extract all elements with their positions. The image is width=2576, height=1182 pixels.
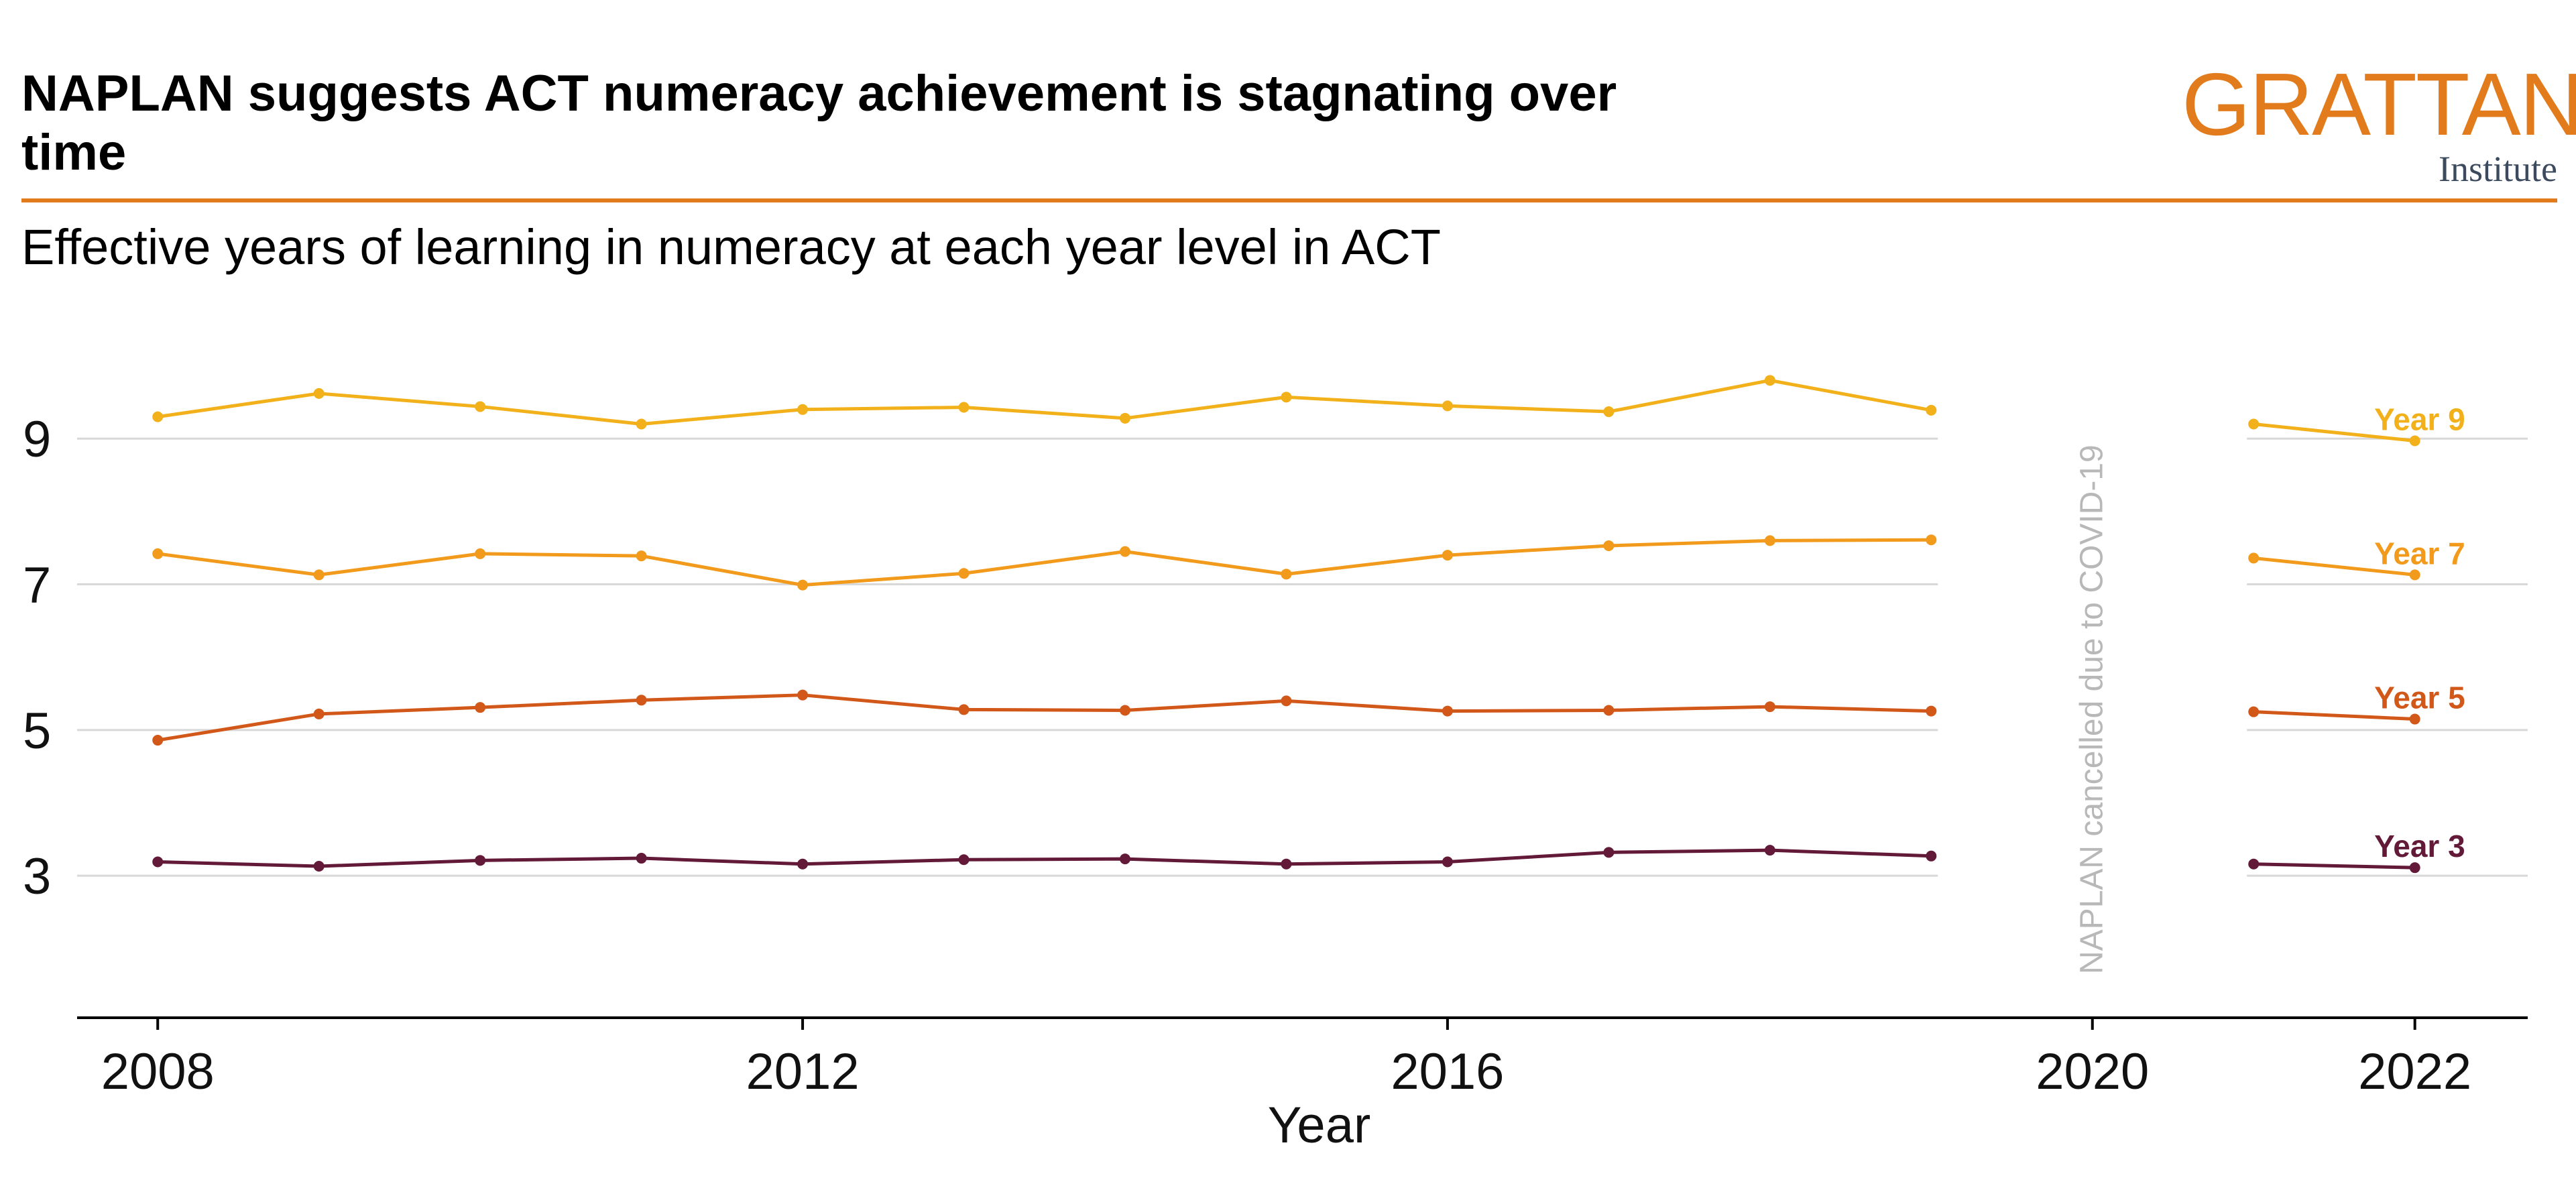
x-tick-label: 2020 bbox=[2036, 1043, 2149, 1100]
data-point bbox=[797, 404, 809, 415]
covid-annotation: NAPLAN cancelled due to COVID-19 bbox=[2074, 445, 2109, 974]
series-end-label: Year 9 bbox=[2374, 402, 2465, 437]
data-point bbox=[1603, 847, 1615, 858]
series-line bbox=[157, 693, 1932, 742]
data-point bbox=[2409, 862, 2420, 874]
data-point bbox=[1926, 404, 1937, 416]
series-end-label: Year 3 bbox=[2374, 829, 2465, 864]
data-point bbox=[152, 548, 164, 559]
data-point bbox=[797, 579, 809, 591]
data-point bbox=[797, 689, 809, 701]
series-lines: Year 9 Year 7 Year 5 Year 3 bbox=[152, 375, 2465, 874]
data-point bbox=[1926, 850, 1937, 862]
x-tick-label: 2022 bbox=[2358, 1043, 2471, 1100]
data-point bbox=[1764, 701, 1775, 713]
data-point bbox=[313, 388, 325, 399]
x-tick-label: 2008 bbox=[101, 1043, 215, 1100]
data-point bbox=[313, 569, 325, 581]
series-line bbox=[2253, 422, 2415, 442]
data-point bbox=[1281, 858, 1292, 870]
data-point bbox=[152, 411, 164, 422]
data-point bbox=[636, 418, 647, 430]
data-point bbox=[2248, 858, 2260, 870]
data-point bbox=[636, 550, 647, 562]
data-point bbox=[475, 702, 486, 713]
data-point bbox=[152, 856, 164, 868]
data-point bbox=[1926, 705, 1937, 717]
data-point bbox=[1119, 853, 1130, 865]
data-point bbox=[152, 735, 164, 746]
data-point bbox=[2248, 418, 2260, 430]
data-point bbox=[958, 854, 970, 866]
data-point bbox=[475, 855, 486, 866]
data-point bbox=[1281, 569, 1292, 580]
data-point bbox=[1764, 375, 1775, 386]
series-line bbox=[157, 378, 1932, 426]
data-point bbox=[2248, 706, 2260, 717]
y-tick-label: 3 bbox=[23, 848, 51, 905]
data-point bbox=[1442, 856, 1453, 868]
logo-wordmark: GRATTAN bbox=[2182, 55, 2576, 154]
data-point bbox=[958, 402, 970, 413]
data-point bbox=[1764, 535, 1775, 546]
series-end-label: Year 5 bbox=[2374, 681, 2465, 715]
data-point bbox=[1603, 406, 1615, 418]
grattan-logo: GRATTAN Institute bbox=[2182, 55, 2576, 189]
data-point bbox=[475, 401, 486, 412]
series-year-5: Year 5 bbox=[152, 681, 2465, 746]
series-line bbox=[2253, 556, 2415, 577]
series-year-9: Year 9 bbox=[152, 375, 2465, 447]
data-point bbox=[1281, 392, 1292, 403]
x-axis-ticks: 2008 2012 2016 2020 2022 bbox=[101, 1018, 2471, 1100]
y-tick-label: 5 bbox=[23, 703, 51, 760]
series-end-label: Year 7 bbox=[2374, 536, 2465, 571]
data-point bbox=[2409, 435, 2420, 447]
data-point bbox=[1119, 412, 1130, 424]
series-year-3: Year 3 bbox=[152, 829, 2465, 874]
series-line bbox=[158, 848, 1932, 868]
data-point bbox=[2409, 569, 2420, 581]
data-point bbox=[475, 548, 486, 559]
data-point bbox=[313, 861, 325, 872]
data-point bbox=[958, 704, 970, 715]
data-point bbox=[1926, 534, 1937, 546]
data-point bbox=[1603, 705, 1615, 716]
data-point bbox=[2409, 713, 2420, 725]
data-point bbox=[2248, 552, 2260, 564]
data-point bbox=[1442, 400, 1453, 412]
y-tick-label: 9 bbox=[23, 411, 51, 468]
data-point bbox=[797, 858, 809, 870]
data-point bbox=[1281, 695, 1292, 707]
series-line bbox=[157, 538, 1932, 587]
chart-subtitle: Effective years of learning in numeracy … bbox=[21, 219, 1441, 275]
data-point bbox=[636, 695, 647, 706]
header-rule bbox=[21, 198, 2557, 202]
y-axis-ticks: 3 5 7 9 bbox=[23, 411, 51, 905]
data-point bbox=[1764, 845, 1775, 856]
gridlines bbox=[77, 437, 2528, 877]
data-point bbox=[1119, 705, 1130, 716]
data-point bbox=[636, 853, 647, 864]
data-point bbox=[1119, 546, 1130, 557]
x-axis-title: Year bbox=[1268, 1097, 1371, 1154]
series-line bbox=[2253, 710, 2415, 721]
x-tick-label: 2012 bbox=[746, 1043, 860, 1100]
data-point bbox=[1603, 540, 1615, 551]
data-point bbox=[1442, 550, 1453, 561]
series-year-7: Year 7 bbox=[152, 534, 2465, 591]
data-point bbox=[313, 708, 325, 719]
chart-title: NAPLAN suggests ACT numeracy achievement… bbox=[21, 65, 1617, 181]
data-point bbox=[958, 568, 970, 579]
logo-subtext: Institute bbox=[2439, 149, 2557, 189]
y-tick-label: 7 bbox=[23, 557, 51, 614]
x-tick-label: 2016 bbox=[1391, 1043, 1504, 1100]
series-line bbox=[2253, 862, 2415, 870]
data-point bbox=[1442, 705, 1453, 717]
